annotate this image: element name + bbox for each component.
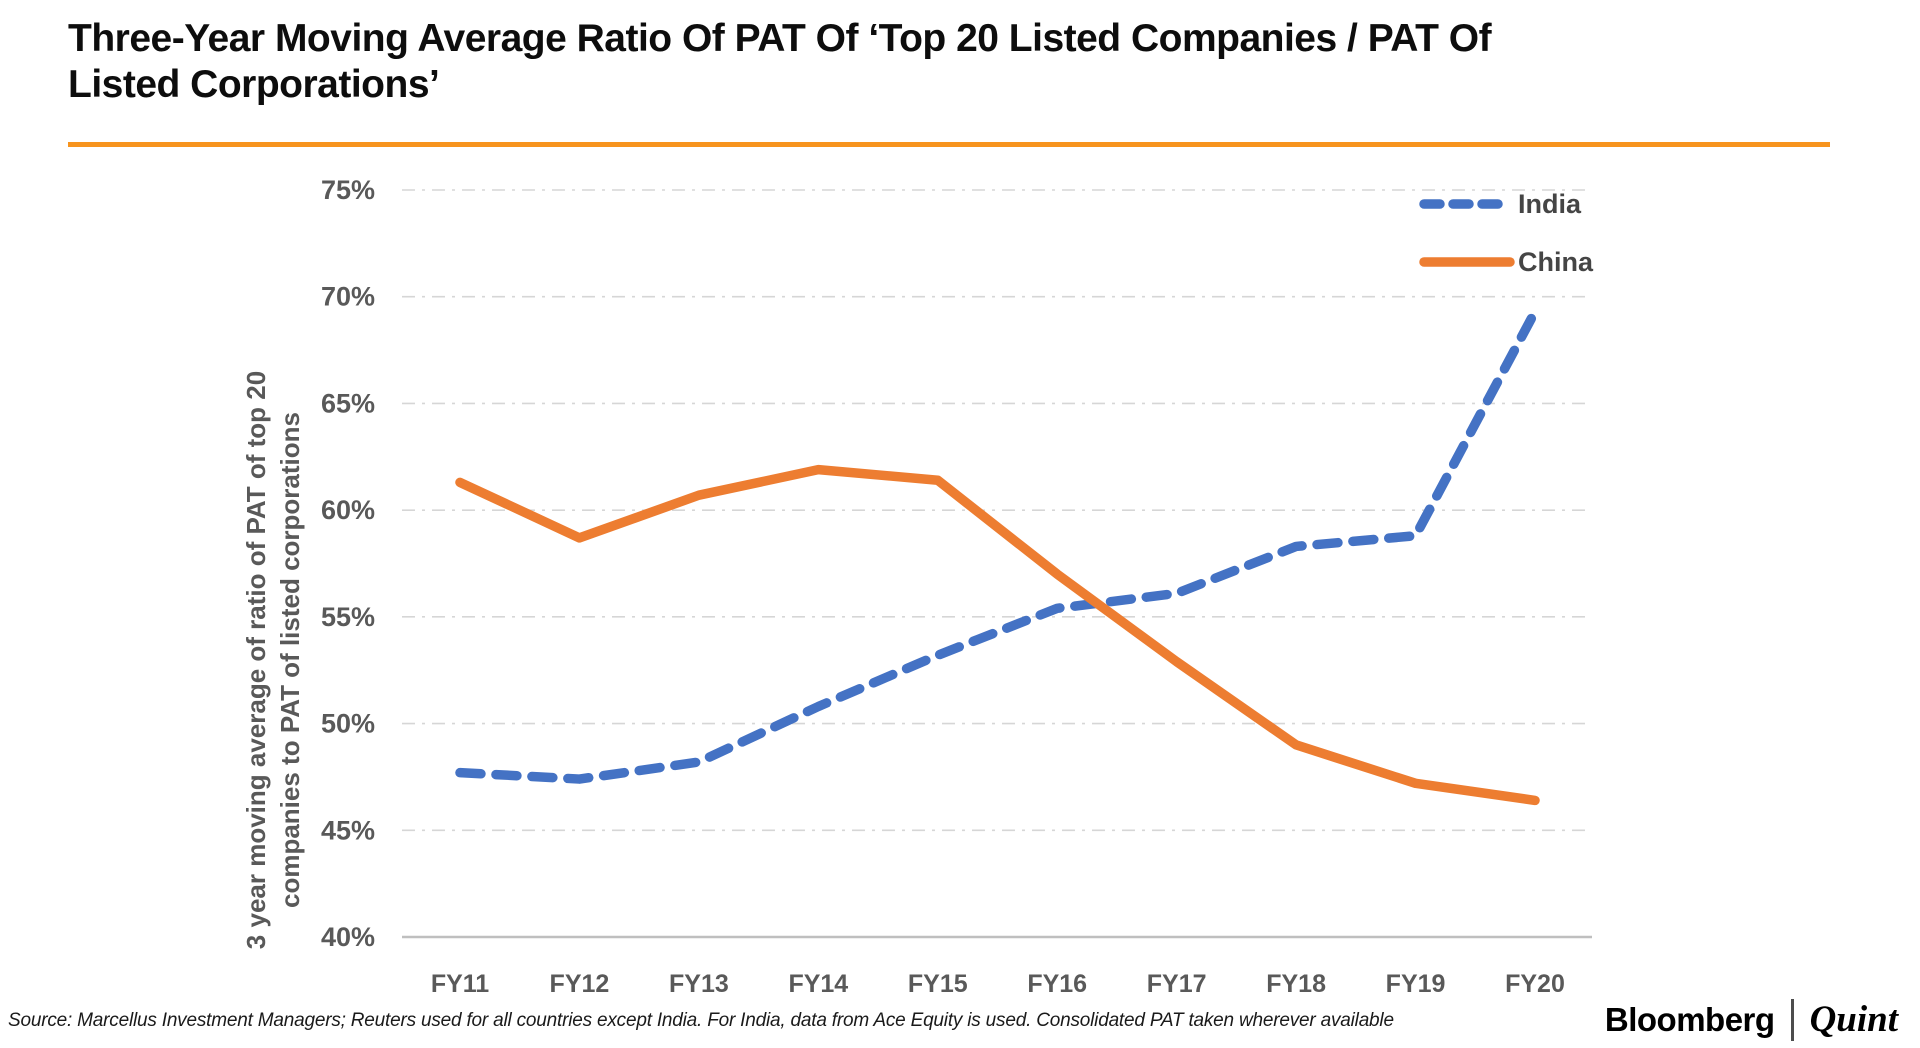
- legend-item-india: India: [1418, 186, 1593, 222]
- x-tick-label: FY16: [1027, 970, 1087, 998]
- source-note: Source: Marcellus Investment Managers; R…: [8, 1010, 1394, 1031]
- y-tick-label: 65%: [321, 388, 375, 418]
- x-tick-label: FY18: [1266, 970, 1326, 998]
- y-tick-label: 40%: [321, 922, 375, 952]
- x-tick-label: FY19: [1386, 970, 1446, 998]
- y-tick-label: 45%: [321, 815, 375, 845]
- india-dashed-line-swatch: [1419, 199, 1515, 209]
- y-tick-label: 50%: [321, 709, 375, 739]
- y-axis-title-line1: 3 year moving average of ratio of PAT of…: [241, 370, 271, 950]
- chart-title-line2: Listed Corporations’: [68, 63, 440, 106]
- bloomberg-logo-text: Bloomberg: [1604, 1000, 1775, 1038]
- y-tick-label: 70%: [321, 282, 375, 312]
- legend: India China: [1418, 186, 1593, 302]
- legend-item-china: China: [1418, 244, 1593, 280]
- x-tick-label: FY14: [788, 970, 848, 998]
- x-tick-label: FY11: [431, 970, 489, 998]
- x-tick-label: FY12: [550, 970, 610, 998]
- legend-label-india: India: [1518, 188, 1582, 219]
- brand-logo: Bloomberg Quint: [1605, 998, 1898, 1041]
- y-tick-label: 60%: [321, 495, 375, 525]
- x-tick-label: FY17: [1147, 970, 1207, 998]
- series-line-india: [455, 306, 1540, 784]
- y-axis-title: 3 year moving average of ratio of PAT of…: [239, 330, 309, 990]
- series-line-china: [455, 464, 1540, 806]
- x-tick-label: FY15: [908, 970, 968, 998]
- chart-title: Three-Year Moving Average Ratio Of PAT O…: [68, 16, 1858, 108]
- x-tick-label: FY20: [1505, 970, 1565, 998]
- x-tick-label: FY13: [669, 970, 729, 998]
- chart-title-line1: Three-Year Moving Average Ratio Of PAT O…: [68, 17, 1492, 60]
- legend-label-china: China: [1518, 246, 1594, 277]
- quint-logo-text: Quint: [1809, 999, 1898, 1040]
- brand-separator-bar: [1790, 998, 1794, 1041]
- china-solid-line-swatch: [1419, 257, 1515, 267]
- y-tick-label: 75%: [321, 175, 375, 205]
- title-accent-rule: [68, 142, 1830, 147]
- y-tick-label: 55%: [321, 602, 375, 632]
- y-axis-title-line2: companies to PAT of listed corporations: [275, 412, 305, 908]
